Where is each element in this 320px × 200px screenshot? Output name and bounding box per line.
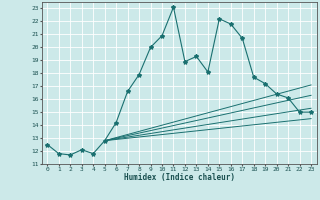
X-axis label: Humidex (Indice chaleur): Humidex (Indice chaleur) bbox=[124, 173, 235, 182]
